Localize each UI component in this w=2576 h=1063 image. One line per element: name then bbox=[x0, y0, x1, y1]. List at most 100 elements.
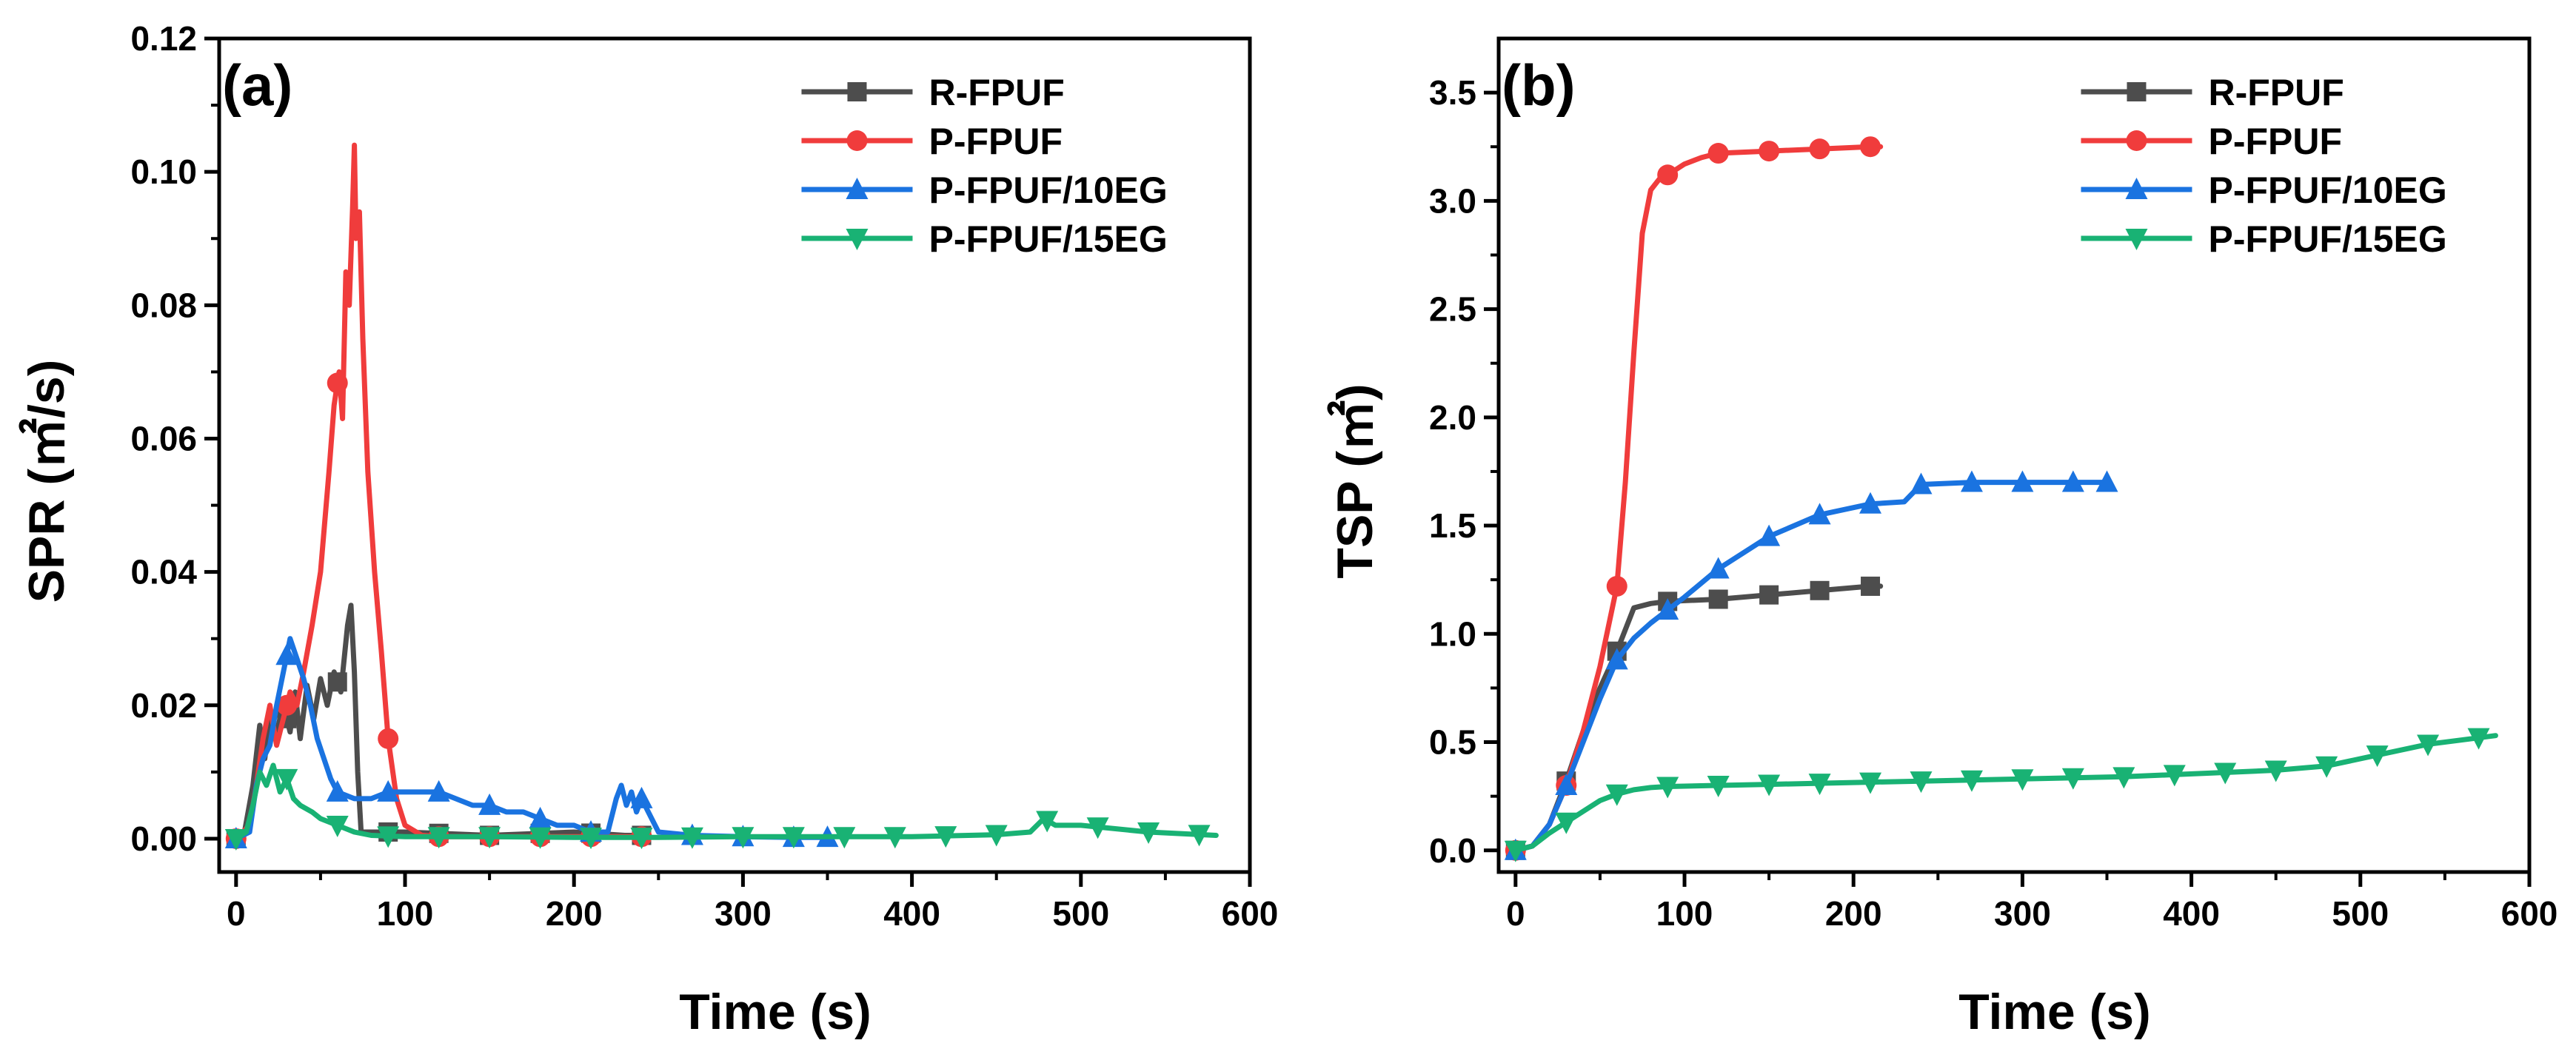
panel-a-y-tick-label: 0.04 bbox=[130, 553, 197, 591]
panel-b-series-2-point bbox=[1606, 575, 1627, 597]
panel-a-series-2-point bbox=[276, 694, 298, 716]
panel-a-y-tick-label: 0.12 bbox=[130, 19, 197, 58]
panel-b-series-1-point bbox=[1861, 576, 1881, 596]
panel-a-legend-label: P-FPUF/10EG bbox=[929, 170, 1167, 211]
panel-b-legend-swatch-marker bbox=[2125, 229, 2148, 250]
panel-b-series-3-point bbox=[1758, 524, 1781, 546]
panel-b-legend-label: R-FPUF bbox=[2208, 72, 2344, 113]
panel-a-x-axis-title: Time (s) bbox=[679, 984, 871, 1040]
panel-a-series-3-point bbox=[377, 779, 400, 802]
panel-a-series-4-point bbox=[377, 826, 400, 848]
panel-a-series-4-point bbox=[1188, 825, 1211, 847]
panel-a-label: (a) bbox=[222, 53, 292, 118]
panel-b-series-4-point bbox=[2315, 756, 2338, 778]
panel-b-x-tick-label: 400 bbox=[2163, 894, 2220, 933]
panel-b-series-4-point bbox=[2264, 760, 2287, 782]
panel-a-series-4-point bbox=[529, 827, 552, 849]
panel-a-series-4-point bbox=[630, 828, 653, 850]
panel-b-series-1-point bbox=[1759, 585, 1779, 605]
panel-b-label: (b) bbox=[1502, 53, 1576, 118]
panel-a-series-4-point bbox=[580, 828, 603, 850]
panel-b-series-4-point bbox=[2467, 728, 2490, 750]
panel-b-series-3-point bbox=[2061, 470, 2084, 492]
panel-b-y-tick-label: 0.5 bbox=[1429, 723, 1476, 762]
chart-panel-b: (b) Time (s) TSP (㎡) 0 100 200 300 400 500 600… bbox=[1327, 36, 2558, 1040]
panel-b-plot-frame bbox=[1496, 36, 2532, 874]
panel-b-y-tick-label: 3.5 bbox=[1429, 73, 1476, 112]
panel-a-series-3-point bbox=[326, 779, 349, 802]
panel-b-y-tick-label: 3.0 bbox=[1429, 181, 1476, 220]
panel-b-y-tick-label: 2.0 bbox=[1429, 398, 1476, 437]
panel-b-series-3-point bbox=[1656, 598, 1679, 620]
panel-b-x-tick-label: 100 bbox=[1656, 894, 1713, 933]
panel-a-legend-swatch-marker bbox=[846, 229, 869, 250]
panel-b-series-4-point bbox=[2417, 734, 2440, 757]
panel-b-y-tick-label: 1.0 bbox=[1429, 614, 1476, 653]
panel-b-series-2-point bbox=[1860, 136, 1881, 158]
panel-a-series-4-point bbox=[275, 768, 298, 791]
panel-b-x-tick-label: 0 bbox=[1506, 894, 1525, 933]
panel-b-series-3 bbox=[1504, 470, 2118, 860]
panel-b-legend-label: P-FPUF/15EG bbox=[2208, 218, 2446, 260]
panel-b-x-tick-label: 600 bbox=[2501, 894, 2558, 933]
panel-a-y-axis-title: SPR (㎡/s) bbox=[19, 360, 75, 603]
panel-b-series-4-point bbox=[1910, 771, 1933, 794]
panel-b-series-2-point bbox=[1809, 138, 1830, 160]
panel-a-y-tick-label: 0.02 bbox=[130, 686, 197, 725]
panel-a-y-tick-label: 0.08 bbox=[130, 286, 197, 324]
panel-b-series-1-point bbox=[1708, 589, 1728, 609]
panel-a-legend-label: R-FPUF bbox=[929, 72, 1064, 113]
panel-b-series-4-point bbox=[2061, 768, 2084, 790]
panel-a-legend-swatch-marker bbox=[847, 82, 867, 101]
panel-b-legend-swatch-marker bbox=[2125, 178, 2148, 199]
panel-a-x-tick-label: 100 bbox=[377, 894, 434, 933]
panel-a-series-3-point bbox=[529, 806, 552, 828]
panel-a-y-tick-label: 0.10 bbox=[130, 152, 197, 191]
panel-b-series-3-point bbox=[1707, 557, 1730, 579]
panel-b-series-4-point bbox=[1656, 777, 1679, 799]
panel-b-series-4-point bbox=[2214, 762, 2237, 785]
panel-a-legend-label: P-FPUF bbox=[929, 121, 1063, 162]
panel-b-series-4-point bbox=[2366, 745, 2389, 768]
panel-b-series-4-point bbox=[1808, 774, 1831, 796]
panel-a-legend-swatch-marker bbox=[846, 178, 869, 199]
panel-a-series-4-point bbox=[883, 827, 906, 849]
panel-a-legend-label: P-FPUF/15EG bbox=[929, 218, 1167, 260]
panel-a-series-4-point bbox=[782, 827, 805, 849]
panel-b-series-4 bbox=[1504, 728, 2498, 862]
panel-b-series-4-point bbox=[2011, 769, 2034, 791]
panel-a-series-4-point bbox=[833, 827, 856, 849]
panel-a-series-2-point bbox=[327, 372, 348, 394]
panel-a-series-3-point bbox=[275, 643, 298, 665]
panel-b-x-tick-label: 300 bbox=[1994, 894, 2051, 933]
panel-a-series-4-point bbox=[1036, 811, 1059, 833]
panel-b-series-2-point bbox=[1657, 164, 1679, 186]
panel-b-series-3-point bbox=[1808, 503, 1831, 525]
panel-b-series-4-point bbox=[1758, 774, 1781, 797]
panel-b-series-2-point bbox=[1759, 141, 1780, 162]
panel-a-series-3-line bbox=[233, 636, 830, 842]
panel-b-series-3-point bbox=[1555, 774, 1578, 796]
panel-b-x-tick-label: 500 bbox=[2332, 894, 2389, 933]
panel-a-series-4-point bbox=[1086, 817, 1109, 839]
panel-b-legend-label: P-FPUF bbox=[2208, 121, 2342, 162]
panel-a-series-4-point bbox=[224, 828, 247, 851]
panel-a-series-1-point bbox=[327, 672, 347, 692]
panel-b-series-2-point bbox=[1707, 143, 1729, 164]
panel-b-series-4-point bbox=[2112, 767, 2135, 789]
panel-a-x-tick-label: 400 bbox=[883, 894, 940, 933]
panel-a-series-4-point bbox=[934, 826, 957, 848]
panel-b-legend-swatch-marker bbox=[2127, 82, 2147, 101]
panel-b-legend-swatch-marker bbox=[2126, 130, 2147, 151]
panel-a-series-4-point bbox=[680, 827, 703, 849]
panel-b-series-3-line bbox=[1513, 480, 2110, 854]
panel-b-y-tick-label: 0.0 bbox=[1429, 831, 1476, 870]
panel-b-legend-label: P-FPUF/10EG bbox=[2208, 170, 2446, 211]
panel-a-series-2-line bbox=[233, 142, 644, 842]
panel-b-y-tick-label: 2.5 bbox=[1429, 290, 1476, 329]
panel-b-series-4-point bbox=[1859, 772, 1882, 794]
panel-a-series-3-point bbox=[630, 786, 653, 808]
panel-b-series-3-point bbox=[1910, 472, 1933, 494]
panel-a-x-tick-label: 500 bbox=[1052, 894, 1109, 933]
panel-a-series-4-point bbox=[732, 827, 755, 849]
